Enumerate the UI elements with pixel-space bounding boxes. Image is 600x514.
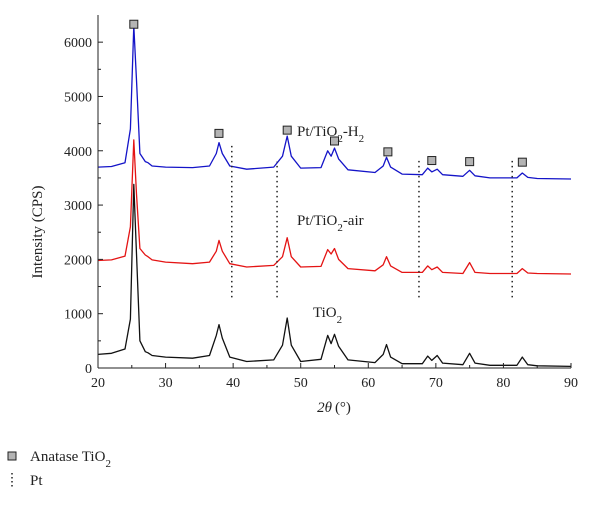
x-tick-label: 30: [159, 376, 173, 391]
y-tick-label: 2000: [64, 253, 92, 268]
anatase-marker: [282, 125, 292, 135]
series-label-tio2: TiO2: [313, 305, 342, 326]
plot-area: [97, 19, 572, 368]
x-tick-label: 50: [294, 376, 308, 391]
y-tick-label: 5000: [64, 90, 92, 105]
y-tick-label: 1000: [64, 308, 92, 323]
series-label-pt-tio2-h2: Pt/TiO2-H2: [297, 124, 364, 145]
anatase-marker: [517, 157, 527, 167]
axes: 20 30 40 50 60 70 80 90 0 1000 2000 3000 4000 5000 600…: [64, 15, 578, 391]
x-tick-label: 60: [361, 376, 375, 391]
anatase-marker: [383, 147, 393, 157]
y-axis-label: Intensity (CPS): [30, 186, 46, 279]
legend-anatase-marker: [7, 451, 17, 461]
anatase-marker: [214, 128, 224, 138]
anatase-marker: [427, 156, 437, 166]
y-tick-label: 0: [85, 362, 92, 377]
x-tick-label: 80: [496, 376, 510, 391]
x-axis-label: 2θ (°): [317, 400, 351, 416]
y-tick-label: 4000: [64, 145, 92, 160]
series-label-pt-tio2-air: Pt/TiO2-air: [297, 213, 364, 234]
y-tick-label: 6000: [64, 36, 92, 51]
anatase-marker: [129, 19, 139, 29]
y-tick-label: 3000: [64, 199, 92, 214]
x-tick-label: 70: [429, 376, 443, 391]
series-line-pt-tio2-h2: [97, 25, 572, 180]
anatase-marker: [330, 136, 339, 146]
x-tick-label: 20: [91, 376, 105, 391]
x-tick-label: 40: [226, 376, 240, 391]
series-line-pt-tio2-air: [97, 139, 572, 275]
anatase-marker: [465, 157, 475, 167]
legend: Anatase TiO2 Pt: [7, 449, 111, 489]
x-tick-label: 90: [564, 376, 578, 391]
series-line-tio2: [97, 183, 572, 368]
legend-pt-label: Pt: [30, 473, 43, 489]
legend-anatase-label: Anatase TiO2: [30, 449, 111, 470]
